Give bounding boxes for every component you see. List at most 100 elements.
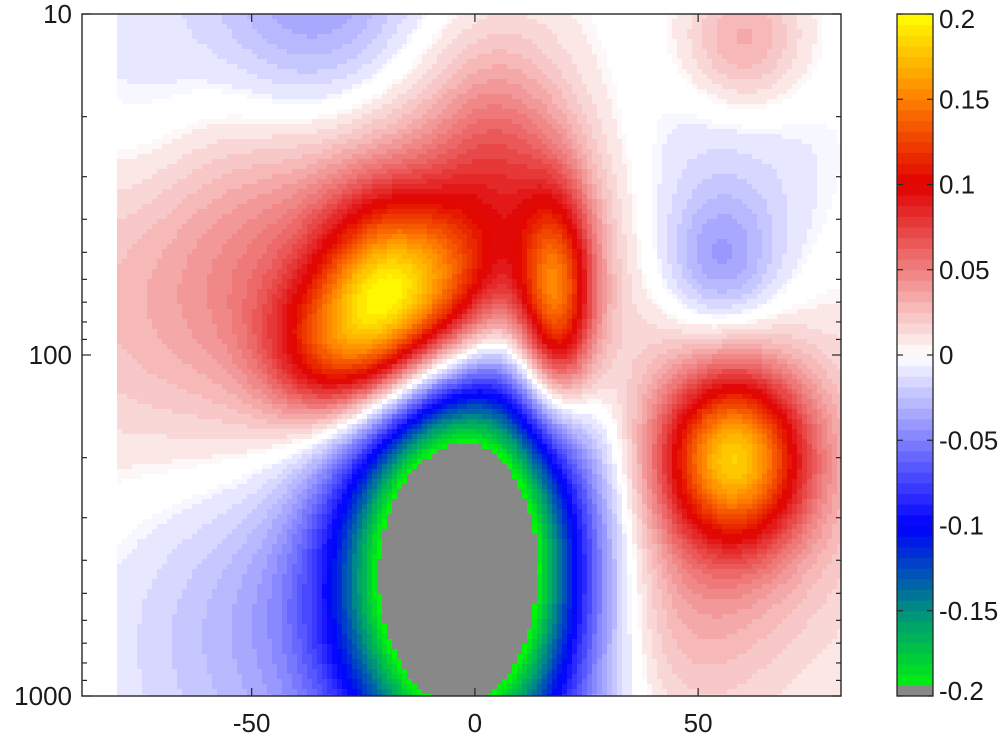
heatmap-cell [242, 144, 248, 150]
heatmap-cell [422, 179, 428, 185]
heatmap-cell [417, 174, 423, 180]
heatmap-cell [772, 99, 778, 105]
heatmap-cell [312, 24, 318, 30]
heatmap-cell [407, 129, 413, 135]
heatmap-cell [692, 64, 698, 70]
heatmap-cell [287, 159, 293, 165]
heatmap-cell [632, 154, 638, 160]
heatmap-cell [147, 134, 153, 140]
heatmap-cell [537, 94, 543, 100]
heatmap-cell [232, 89, 238, 95]
heatmap-cell [767, 79, 773, 85]
heatmap-cell [122, 94, 128, 100]
heatmap-cell [812, 24, 818, 30]
heatmap-cell [267, 154, 273, 160]
heatmap-cell [267, 174, 273, 180]
heatmap-cell [187, 124, 193, 130]
heatmap-cell [382, 149, 388, 155]
heatmap-cell [327, 124, 333, 130]
heatmap-cell [517, 14, 523, 20]
heatmap-cell [207, 154, 213, 160]
heatmap-cell [732, 74, 738, 80]
heatmap-cell [582, 79, 588, 85]
heatmap-cell [137, 64, 143, 70]
heatmap-cell [732, 64, 738, 70]
heatmap-cell [497, 29, 503, 35]
heatmap-cell [252, 184, 258, 190]
heatmap-cell [377, 139, 383, 145]
heatmap-cell [242, 44, 248, 50]
heatmap-cell [227, 149, 233, 155]
heatmap-cell [122, 79, 128, 85]
heatmap-cell [412, 164, 418, 170]
heatmap-cell [132, 74, 138, 80]
heatmap-cell [242, 169, 248, 175]
heatmap-cell [222, 64, 228, 70]
heatmap-cell [187, 19, 193, 25]
heatmap-cell [357, 69, 363, 75]
heatmap-cell [272, 64, 278, 70]
heatmap-cell [522, 29, 528, 35]
heatmap-cell [317, 29, 323, 35]
heatmap-cell [807, 109, 813, 115]
heatmap-cell [367, 99, 373, 105]
heatmap-cell [647, 104, 653, 110]
heatmap-cell [477, 79, 483, 85]
heatmap-cell [392, 34, 398, 40]
heatmap-cell [702, 49, 708, 55]
heatmap-cell [797, 79, 803, 85]
heatmap-cell [342, 54, 348, 60]
heatmap-cell [717, 29, 723, 35]
heatmap-cell [537, 134, 543, 140]
heatmap-cell [757, 119, 763, 125]
heatmap-cell [392, 49, 398, 55]
heatmap-cell [722, 94, 728, 100]
heatmap-cell [727, 119, 733, 125]
heatmap-cell [142, 89, 148, 95]
heatmap-cell [327, 164, 333, 170]
heatmap-cell [767, 159, 773, 165]
heatmap-cell [207, 129, 213, 135]
heatmap-cell [637, 119, 643, 125]
heatmap-cell [402, 69, 408, 75]
heatmap-cell [832, 139, 838, 145]
heatmap-cell [377, 169, 383, 175]
heatmap-cell [657, 144, 663, 150]
heatmap-cell [177, 174, 183, 180]
heatmap-cell [617, 14, 623, 20]
heatmap-cell [457, 69, 463, 75]
heatmap-cell [322, 124, 328, 130]
heatmap-cell [122, 109, 128, 115]
heatmap-cell [272, 54, 278, 60]
heatmap-cell [657, 119, 663, 125]
heatmap-cell [467, 164, 473, 170]
heatmap-cell [262, 44, 268, 50]
heatmap-cell [657, 19, 663, 25]
heatmap-cell [707, 44, 713, 50]
heatmap-cell [562, 109, 568, 115]
heatmap-cell [507, 74, 513, 80]
heatmap-cell [537, 174, 543, 180]
heatmap-cell [827, 49, 833, 55]
heatmap-cell [317, 84, 323, 90]
heatmap-cell [167, 124, 173, 130]
heatmap-cell [162, 34, 168, 40]
heatmap-cell [292, 64, 298, 70]
heatmap-cell [377, 149, 383, 155]
heatmap-cell [137, 159, 143, 165]
heatmap-cell [787, 29, 793, 35]
heatmap-cell [717, 39, 723, 45]
heatmap-cell [372, 19, 378, 25]
heatmap-cell [382, 19, 388, 25]
heatmap-cell [547, 84, 553, 90]
heatmap-cell [582, 99, 588, 105]
heatmap-cell [742, 89, 748, 95]
heatmap-cell [207, 59, 213, 65]
heatmap-cell [442, 129, 448, 135]
heatmap-cell [292, 169, 298, 175]
heatmap-cell [517, 119, 523, 125]
heatmap-cell [437, 84, 443, 90]
heatmap-cell [557, 49, 563, 55]
heatmap-cell [347, 74, 353, 80]
heatmap-cell [162, 169, 168, 175]
